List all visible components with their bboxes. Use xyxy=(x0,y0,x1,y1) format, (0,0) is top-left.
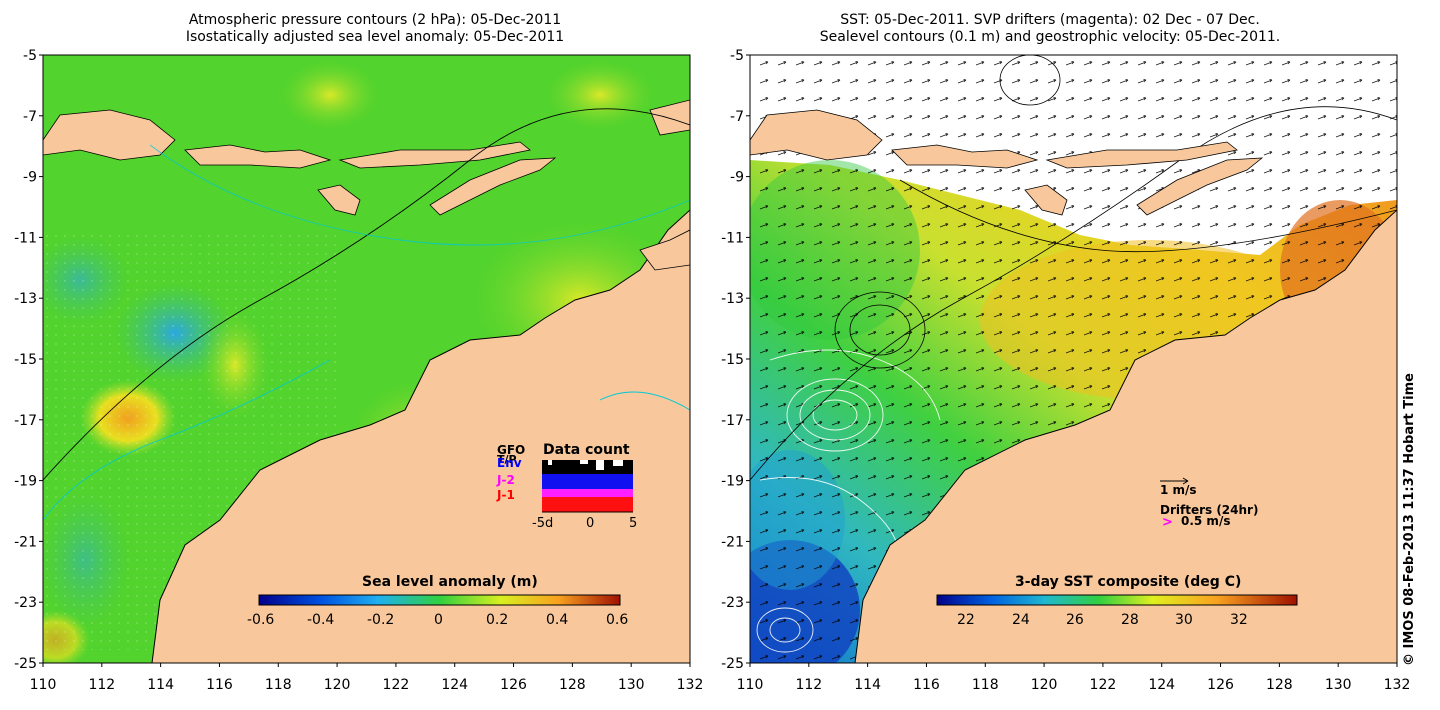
lat-tick-label: -15 xyxy=(721,352,744,368)
right-map-title: SST: 05-Dec-2011. SVP drifters (magenta)… xyxy=(780,12,1320,46)
lat-tick-label: -25 xyxy=(14,656,37,672)
left-title-line1: Atmospheric pressure contours (2 hPa): 0… xyxy=(188,12,562,28)
australia-landmass-right xyxy=(854,209,1397,663)
sst-tick: 30 xyxy=(1175,612,1193,628)
lat-tick-label: -9 xyxy=(730,170,744,186)
left-axes: -5 -7 -9 -11 -13 -15 -17 -19 -21 -23 -25 110 112 114 1… xyxy=(14,48,703,693)
lat-tick-label: -15 xyxy=(14,352,37,368)
lon-tick-label: 124 xyxy=(1148,677,1175,693)
lon-tick-label: 116 xyxy=(206,677,233,693)
lon-tick-label: 122 xyxy=(383,677,410,693)
data-count-title: Data count xyxy=(543,442,630,458)
lon-tick-label: 132 xyxy=(677,677,704,693)
sla-tick: 0 xyxy=(434,612,443,628)
lon-tick-label: 114 xyxy=(854,677,881,693)
lon-tick-label: 126 xyxy=(1207,677,1234,693)
lat-tick-label: -19 xyxy=(14,474,37,490)
sst-colorbar-label: 3-day SST composite (deg C) xyxy=(1015,574,1241,590)
sla-tick: 0.4 xyxy=(546,612,568,628)
lon-tick-label: 130 xyxy=(618,677,645,693)
lat-tick-label: -21 xyxy=(721,534,744,550)
sumba-island xyxy=(317,184,361,216)
australia-landmass xyxy=(151,209,690,663)
sla-tick: 0.6 xyxy=(606,612,628,628)
lat-tick-label: -5 xyxy=(23,48,37,64)
sla-tick: -0.2 xyxy=(367,612,394,628)
lon-tick-label: 118 xyxy=(972,677,999,693)
velocity-legend: 1 m/s Drifters (24hr) > 0.5 m/s xyxy=(1160,477,1258,530)
lon-tick-label: 120 xyxy=(324,677,351,693)
lon-tick-label: 132 xyxy=(1384,677,1411,693)
lat-tick-label: -19 xyxy=(721,474,744,490)
data-count-tick-0: -5d xyxy=(532,516,553,531)
drifters-label: Drifters (24hr) xyxy=(1160,503,1258,517)
sla-tick: -0.4 xyxy=(307,612,334,628)
lon-tick-label: 112 xyxy=(795,677,822,693)
lon-tick-label: 112 xyxy=(88,677,115,693)
lat-tick-label: -25 xyxy=(721,656,744,672)
lon-tick-label: 110 xyxy=(737,677,764,693)
velocity-scale-label: 1 m/s xyxy=(1160,483,1197,497)
drifter-marker: > xyxy=(1162,515,1173,530)
sst-colorbar-gradient xyxy=(936,594,1298,606)
sst-tick: 24 xyxy=(1012,612,1030,628)
right-title-line2: Sealevel contours (0.1 m) and geostrophi… xyxy=(819,29,1281,45)
legend-tp: T/P xyxy=(497,453,517,466)
timor-island xyxy=(429,157,557,216)
lat-tick-label: -17 xyxy=(14,413,37,429)
java-island xyxy=(43,109,176,161)
sst-tick: 26 xyxy=(1066,612,1084,628)
lat-tick-label: -21 xyxy=(14,534,37,550)
sla-tick: 0.2 xyxy=(486,612,508,628)
legend-gfo: GFO xyxy=(497,443,525,457)
lat-tick-label: -11 xyxy=(14,230,37,246)
lon-tick-label: 120 xyxy=(1031,677,1058,693)
data-count-tick-1: 0 xyxy=(586,516,594,531)
lon-tick-label: 128 xyxy=(559,677,586,693)
lat-tick-label: -17 xyxy=(721,413,744,429)
left-map-title: Atmospheric pressure contours (2 hPa): 0… xyxy=(110,12,640,46)
drifters-speed: 0.5 m/s xyxy=(1181,514,1230,528)
right-title-line1: SST: 05-Dec-2011. SVP drifters (magenta)… xyxy=(840,12,1260,28)
sst-tick: 22 xyxy=(957,612,975,628)
lon-tick-label: 116 xyxy=(913,677,940,693)
sla-colorbar-gradient xyxy=(258,594,621,606)
sla-tick: -0.6 xyxy=(247,612,274,628)
lat-tick-label: -7 xyxy=(730,109,744,125)
lat-tick-label: -13 xyxy=(14,291,37,307)
lon-tick-label: 124 xyxy=(441,677,468,693)
right-axes: -5 -7 -9 -11 -13 -15 -17 -19 -21 -23 -25 110 112 114 1… xyxy=(721,48,1410,693)
lon-tick-label: 126 xyxy=(500,677,527,693)
legend-j1: J-1 xyxy=(496,488,515,502)
lon-tick-label: 130 xyxy=(1325,677,1352,693)
lon-tick-label: 114 xyxy=(147,677,174,693)
data-count-tick-2: 5 xyxy=(629,516,637,531)
lon-tick-label: 110 xyxy=(30,677,57,693)
sst-tick: 32 xyxy=(1230,612,1248,628)
left-map xyxy=(43,55,690,663)
right-map xyxy=(750,55,1397,663)
lon-tick-label: 128 xyxy=(1266,677,1293,693)
left-title-line2: Isostatically adjusted sea level anomaly… xyxy=(185,29,565,45)
copyright-notice: © IMOS 08-Feb-2013 11:37 Hobart Time xyxy=(1402,373,1417,666)
sst-colorbar: 3-day SST composite (deg C) 22 24 26 28 … xyxy=(936,574,1298,628)
sla-colorbar-label: Sea level anomaly (m) xyxy=(362,574,538,590)
lon-tick-label: 118 xyxy=(265,677,292,693)
lat-tick-label: -13 xyxy=(721,291,744,307)
sla-colorbar: Sea level anomaly (m) -0.6 -0.4 -0.2 0 0… xyxy=(247,574,628,628)
lat-tick-label: -23 xyxy=(14,595,37,611)
lat-tick-label: -11 xyxy=(721,230,744,246)
data-count-bars xyxy=(542,460,633,512)
legend-j2: J-2 xyxy=(496,473,515,487)
sst-tick: 28 xyxy=(1121,612,1139,628)
lat-tick-label: -9 xyxy=(23,170,37,186)
lat-tick-label: -7 xyxy=(23,109,37,125)
lon-tick-label: 122 xyxy=(1090,677,1117,693)
lat-tick-label: -5 xyxy=(730,48,744,64)
data-count-inset: Data count GFO T/P Env J-2 J-1 -5d 0 5 xyxy=(496,442,637,531)
lat-tick-label: -23 xyxy=(721,595,744,611)
legend-env: Env xyxy=(497,456,522,470)
